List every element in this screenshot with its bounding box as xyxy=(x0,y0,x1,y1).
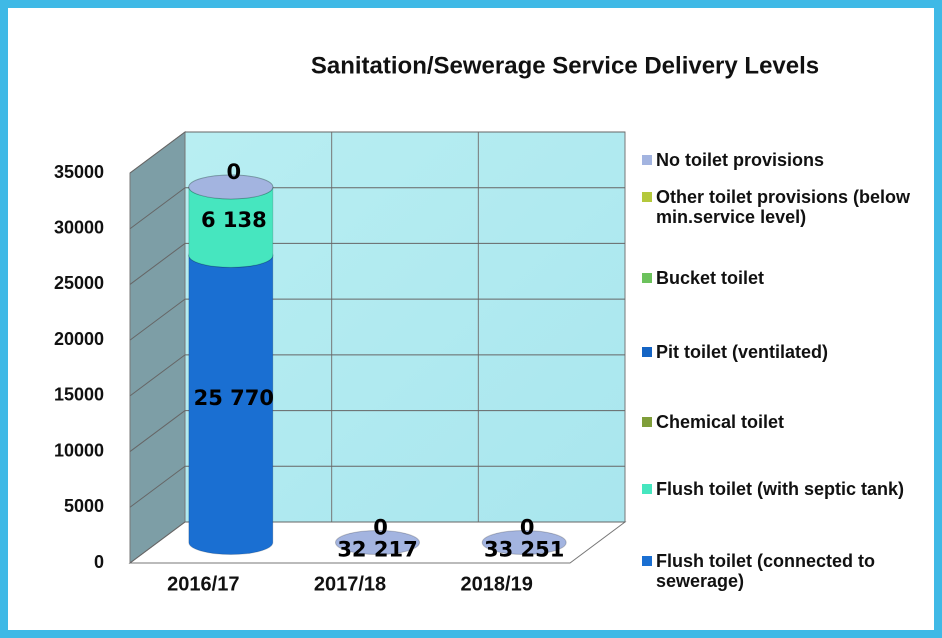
x-tick-label: 2017/18 xyxy=(314,573,386,595)
legend-label: Other toilet provisions (below min.servi… xyxy=(656,187,911,227)
x-tick-label: 2016/17 xyxy=(167,573,239,595)
legend-label: Flush toilet (with septic tank) xyxy=(656,479,905,499)
y-tick-label: 0 xyxy=(94,552,104,572)
cylinder-segment xyxy=(481,530,567,555)
cylinder-top xyxy=(481,530,567,555)
legend-entry: Flush toilet (connected to sewerage) xyxy=(642,551,934,591)
cylinder-top xyxy=(188,174,274,200)
legend-swatch xyxy=(642,484,652,494)
data-label: 0 xyxy=(520,516,535,540)
y-tick-label: 20000 xyxy=(54,329,104,349)
legend-entry: No toilet provisions xyxy=(642,150,934,170)
grid-line xyxy=(129,410,186,452)
legend-entry: Pit toilet (ventilated) xyxy=(642,342,934,362)
x-tick-label: 2018/19 xyxy=(461,573,533,595)
cylinder-body xyxy=(188,254,274,555)
y-tick-label: 10000 xyxy=(54,440,104,460)
legend-swatch xyxy=(642,347,652,357)
annotation: 33 251 xyxy=(484,538,564,562)
legend-label: No toilet provisions xyxy=(656,150,825,170)
legend-swatch xyxy=(642,417,652,427)
cylinder-segment xyxy=(188,174,274,200)
legend-swatch xyxy=(642,556,652,566)
y-tick-label: 35000 xyxy=(54,162,104,182)
legend-label: Pit toilet (ventilated) xyxy=(656,342,829,362)
legend-entry: Chemical toilet xyxy=(642,412,934,432)
y-tick-label: 30000 xyxy=(54,217,104,237)
grid-line xyxy=(129,354,186,397)
grid-line xyxy=(129,465,186,508)
chart-title: Sanitation/Sewerage Service Delivery Lev… xyxy=(311,52,819,79)
legend-swatch xyxy=(642,192,652,202)
grid-line xyxy=(129,243,186,285)
cylinder-top xyxy=(335,530,420,555)
grid-line xyxy=(129,187,186,230)
side-wall xyxy=(129,131,186,564)
legend-entry: Bucket toilet xyxy=(642,268,934,288)
data-label: 6 138 xyxy=(201,208,267,232)
cylinder-segment xyxy=(335,530,420,555)
data-label: 0 xyxy=(373,516,388,540)
y-tick-label: 5000 xyxy=(64,496,104,516)
cylinder-body xyxy=(188,186,274,268)
legend-entry: Flush toilet (with septic tank) xyxy=(642,479,934,499)
legend-swatch xyxy=(642,273,652,283)
data-label: 25 770 xyxy=(194,386,274,410)
legend-label: Chemical toilet xyxy=(656,412,785,432)
data-label: 0 xyxy=(227,160,242,184)
legend-entry: Other toilet provisions (below min.servi… xyxy=(642,187,934,227)
legend-label: Bucket toilet xyxy=(656,268,765,288)
y-tick-label: 25000 xyxy=(54,273,104,293)
legend-label: Flush toilet (connected to sewerage) xyxy=(656,551,875,591)
y-tick-label: 15000 xyxy=(54,385,104,405)
grid-line xyxy=(129,131,186,174)
legend-swatch xyxy=(642,155,652,165)
grid-line xyxy=(129,521,186,564)
grid-line xyxy=(129,298,186,341)
annotation: 32 217 xyxy=(337,538,417,562)
